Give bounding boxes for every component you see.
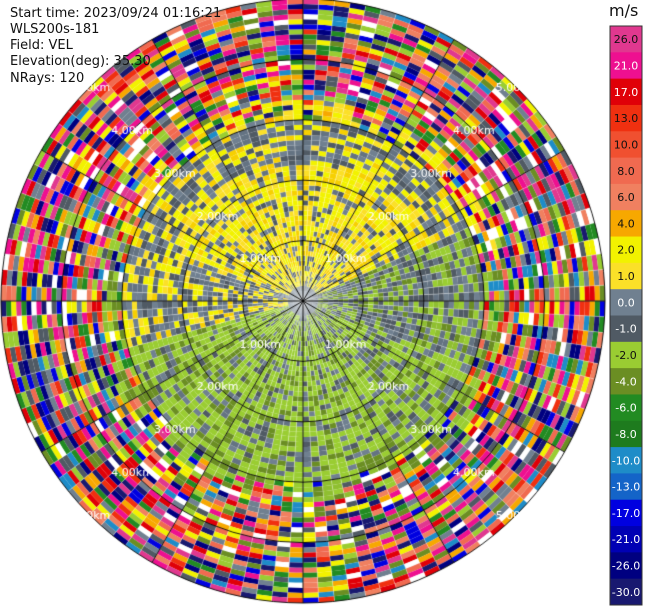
colorbar-swatch [610, 420, 642, 448]
ppi-plot [0, 0, 607, 607]
colorbar-swatch [610, 526, 642, 553]
colorbar-swatch [610, 183, 642, 211]
colorbar-tick-label: -8.0 [615, 428, 636, 441]
colorbar-tick-label: -4.0 [615, 375, 636, 388]
colorbar-swatch [610, 578, 642, 606]
colorbar-tick-label: 26.0 [614, 33, 639, 46]
colorbar-swatch [610, 210, 642, 238]
nrays-label: NRays: 120 [10, 71, 85, 86]
colorbar-tick-label: 2.0 [617, 244, 635, 257]
colorbar-swatch [610, 289, 642, 316]
colorbar-tick-label: 0.0 [617, 296, 635, 309]
colorbar-tick-label: 4.0 [617, 217, 635, 230]
colorbar-swatch [610, 78, 642, 106]
colorbar-swatch [610, 447, 642, 474]
colorbar-tick-label: 6.0 [617, 191, 635, 204]
colorbar-swatch [610, 394, 642, 422]
colorbar-tick-label: 10.0 [614, 138, 639, 151]
elevation-label: Elevation(deg): 35.30 [10, 54, 151, 69]
field-label: Field: VEL [10, 38, 73, 53]
colorbar-swatch [610, 499, 642, 527]
colorbar-unit: m/s [609, 1, 639, 20]
colorbar-swatch [610, 52, 642, 80]
colorbar-swatch [610, 104, 642, 132]
colorbar-tick-label: 8.0 [617, 165, 635, 178]
colorbar-swatch [610, 315, 642, 343]
colorbar-tick-label: -10.0 [612, 454, 640, 467]
colorbar: 26.0 21.0 17.0 13.0 10.0 8.0 6.0 4.0 2.0 1.0 0.0 -1… [609, 25, 643, 606]
colorbar-swatch [610, 236, 642, 264]
colorbar-swatch [610, 131, 642, 159]
colorbar-tick-label: -21.0 [612, 533, 640, 546]
colorbar-tick-label: -13.0 [612, 481, 640, 494]
colorbar-tick-label: 13.0 [614, 112, 639, 125]
colorbar-tick-label: -2.0 [615, 349, 636, 362]
colorbar-tick-label: 21.0 [614, 59, 639, 72]
start-time-label: Start time: 2023/09/24 01:16:21 [10, 6, 222, 21]
colorbar-swatch [610, 26, 642, 53]
colorbar-swatch [610, 262, 642, 290]
colorbar-tick-label: -17.0 [612, 507, 640, 520]
colorbar-tick-label: 17.0 [614, 86, 639, 99]
colorbar-swatch [610, 341, 642, 369]
colorbar-swatch [610, 552, 642, 580]
colorbar-swatch [610, 368, 642, 395]
colorbar-tick-label: 1.0 [617, 270, 635, 283]
colorbar-tick-label: -1.0 [615, 323, 636, 336]
colorbar-tick-label: -30.0 [612, 586, 640, 599]
colorbar-tick-label: -6.0 [615, 402, 636, 415]
colorbar-swatch [610, 473, 642, 501]
instrument-label: WLS200s-181 [10, 22, 100, 37]
colorbar-tick-label: -26.0 [612, 560, 640, 573]
colorbar-swatch [610, 157, 642, 185]
